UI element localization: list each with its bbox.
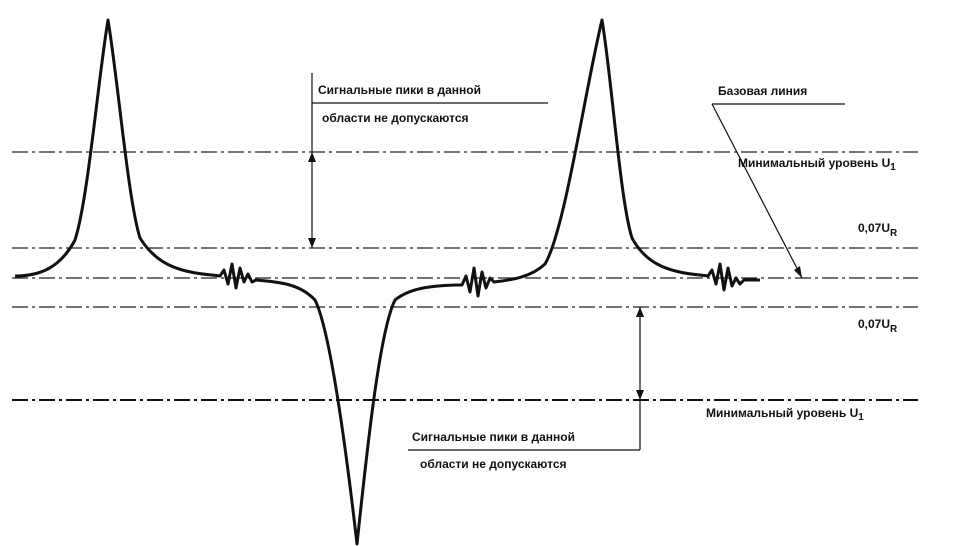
region-bottom-arrowhead-down: [636, 390, 644, 400]
signal-curve: [14, 18, 760, 546]
region-top-arrowhead-up: [308, 152, 316, 162]
baseline-label: Базовая линия: [718, 84, 807, 98]
min-level-top-label: Минимальный уровень U1: [738, 156, 896, 173]
region-top-arrowhead-down: [308, 238, 316, 248]
baseline-leader-arrowhead: [794, 266, 802, 278]
region-bottom-label-line2: области не допускаются: [420, 457, 567, 471]
lower-threshold-label: 0,07UR: [858, 317, 898, 335]
baseline-leader: [711, 103, 803, 279]
min-level-bottom-label: Минимальный уровень U1: [706, 406, 864, 423]
region-top-label-line2: области не допускаются: [322, 111, 469, 125]
region-bottom-label-line1: Сигнальные пики в данной: [412, 430, 575, 444]
region-bottom-arrowhead-up: [636, 307, 644, 317]
upper-threshold-label: 0,07UR: [858, 221, 898, 239]
region-top-label-line1: Сигнальные пики в данной: [318, 83, 481, 97]
